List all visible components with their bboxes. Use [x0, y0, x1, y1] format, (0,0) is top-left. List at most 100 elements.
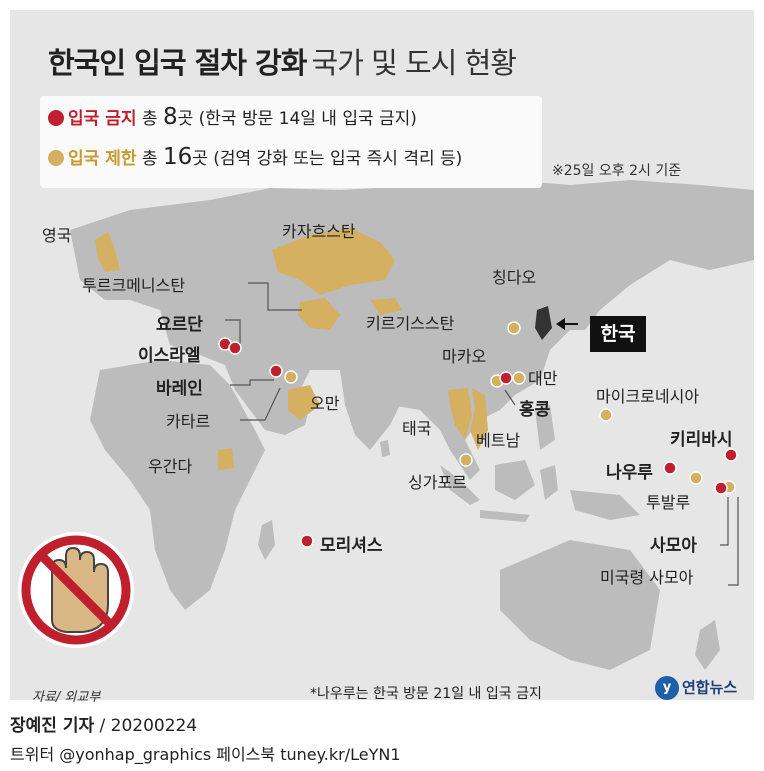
legend-restrict-count: 16: [162, 144, 193, 170]
arabia-land: [225, 365, 310, 435]
legend-ban-total: 총: [141, 109, 158, 129]
leader-lines: [225, 282, 739, 586]
oman-region: [288, 385, 320, 420]
page-title: 한국인 입국 절차 강화 국가 및 도시 현황: [48, 40, 517, 82]
reporter-date: / 20200224: [99, 716, 198, 736]
leader-samoa: [720, 497, 729, 546]
label-singapore: 싱가포르: [408, 473, 467, 492]
new-guinea-land: [570, 490, 640, 520]
label-israel: 이스라엘: [138, 346, 201, 366]
label-jordan: 요르단: [156, 315, 203, 335]
legend-ban-suffix: 곳: [177, 109, 194, 129]
dot-samoa: [714, 481, 728, 495]
label-uk: 영국: [42, 226, 72, 245]
java-land: [480, 510, 530, 522]
legend-ban-row: 입국 금지 총 8곳 (한국 방문 14일 내 입국 금지): [48, 104, 417, 130]
thailand-region: [448, 388, 472, 440]
map-panel: 한국인 입국 절차 강화 국가 및 도시 현황 입국 금지 총 8곳 (한국 방…: [10, 10, 754, 705]
label-bahrain: 바레인: [156, 379, 203, 399]
label-thailand: 태국: [402, 419, 432, 438]
sulawesi-land: [540, 465, 558, 500]
legend: 입국 금지 총 8곳 (한국 방문 14일 내 입국 금지) 입국 제한 총 1…: [40, 96, 542, 188]
label-qatar: 카타르: [166, 412, 211, 431]
label-kiribati: 키리바시: [670, 430, 733, 450]
dot-mauritius: [300, 534, 314, 548]
label-mauritius: 모리셔스: [320, 536, 383, 556]
dot-nauru: [663, 461, 677, 475]
restrict-dots: [284, 321, 736, 494]
logo-text: 연합뉴스: [682, 678, 738, 697]
source-note: 자료/ 외교부: [32, 690, 101, 705]
eurasia-land: [70, 180, 754, 480]
uk-land: [95, 232, 120, 272]
reporter-name: 장예진 기자: [10, 716, 95, 736]
kyrgyzstan-region: [370, 298, 402, 315]
label-korea: 한국: [590, 316, 646, 352]
legend-ban-label: 입국 금지: [68, 109, 137, 129]
dot-micronesia: [599, 408, 613, 422]
red-dot-icon: [48, 110, 64, 126]
vietnam-region: [470, 388, 488, 450]
legend-ban-desc: (한국 방문 14일 내 입국 금지): [198, 109, 417, 129]
dot-singapore: [459, 453, 473, 467]
leader-turkmenistan: [248, 282, 302, 311]
no-entry-hand-icon: [18, 532, 134, 648]
gold-dot-icon: [48, 150, 64, 166]
arrow-left-icon: [556, 318, 578, 330]
label-turkmenistan: 투르크메니스탄: [82, 276, 186, 295]
leader-jordan: [225, 319, 241, 346]
borneo-land: [495, 460, 535, 500]
turkmenistan-region: [298, 298, 340, 330]
legend-restrict-row: 입국 제한 총 16곳 (검역 강화 또는 입국 즉시 격리 등): [48, 144, 462, 170]
dot-taiwan: [512, 371, 526, 385]
label-vietnam: 베트남: [476, 431, 521, 450]
australia-land: [500, 540, 660, 670]
leader-am-samoa: [728, 497, 739, 586]
social-links: 트위터 @yonhap_graphics 페이스북 tuney.kr/LeYN1: [10, 745, 401, 764]
world-map: [18, 180, 754, 670]
dot-qatar: [284, 370, 298, 384]
ban-dots: [218, 337, 738, 548]
label-uganda: 우간다: [148, 457, 193, 476]
legend-ban-count: 8: [162, 104, 178, 130]
legend-restrict-total: 총: [141, 149, 158, 169]
new-zealand-land: [695, 620, 720, 670]
label-micronesia: 마이크로네시아: [596, 387, 700, 406]
japan-land: [570, 275, 605, 330]
label-oman: 오만: [310, 394, 340, 413]
philippines-land: [535, 405, 555, 450]
reporter-line: 장예진 기자 / 20200224: [10, 711, 197, 736]
title-sub: 국가 및 도시 현황: [311, 46, 517, 80]
reference-time: ※25일 오후 2시 기준: [552, 163, 682, 179]
dot-hongkong: [499, 371, 513, 385]
landmass-group: [70, 180, 754, 670]
madagascar-land: [258, 520, 275, 560]
label-kazakhstan: 카자흐스탄: [282, 222, 356, 241]
dot-kiribati: [724, 448, 738, 462]
label-am-samoa: 미국령 사모아: [600, 568, 694, 587]
india-land: [340, 370, 405, 450]
label-hongkong: 홍콩: [519, 400, 551, 420]
legend-restrict-suffix: 곳: [192, 149, 208, 169]
dot-tuvalu: [689, 471, 703, 485]
legend-restrict-label: 입국 제한: [68, 149, 137, 169]
label-nauru: 나우루: [606, 463, 653, 483]
footnote: *나우루는 한국 방문 21일 내 입국 금지: [310, 686, 542, 702]
dot-qingdao: [507, 321, 521, 335]
label-taiwan: 대만: [528, 369, 558, 388]
leader-hongkong: [504, 389, 516, 406]
yonhap-logo: y 연합뉴스: [655, 676, 737, 700]
sumatra-land: [440, 465, 480, 505]
yonhap-mark-icon: y: [655, 676, 679, 700]
label-samoa: 사모아: [650, 536, 697, 556]
africa-land: [90, 360, 265, 610]
label-kyrgyzstan: 키르기스스탄: [366, 314, 455, 333]
kazakhstan-region: [272, 228, 395, 295]
title-main: 한국인 입국 절차 강화: [48, 46, 307, 80]
label-qingdao: 칭다오: [492, 268, 537, 287]
uganda-region: [218, 448, 234, 470]
leader-qatar: [240, 387, 281, 421]
korea-region: [535, 306, 552, 340]
dot-israel: [228, 341, 242, 355]
dot-bahrain: [269, 364, 283, 378]
